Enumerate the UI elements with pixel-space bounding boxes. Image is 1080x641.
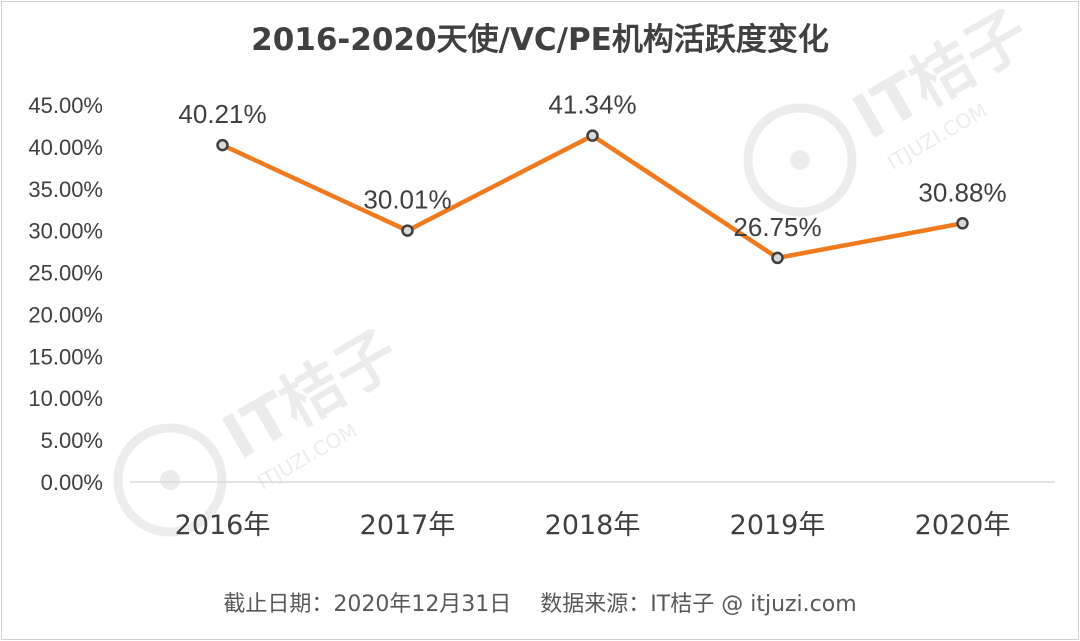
data-point (216, 138, 229, 152)
y-tick-label: 10.00% (28, 386, 103, 411)
data-point (586, 129, 599, 142)
y-tick-label: 5.00% (41, 428, 103, 453)
y-tick-label: 45.00% (28, 93, 103, 118)
x-tick-label: 2019年 (730, 510, 826, 541)
data-labels: 40.21% 30.01% 41.34% 26.75% 30.88% (178, 90, 1006, 242)
data-point (401, 224, 414, 237)
y-axis-ticks: 0.00% 5.00% 10.00% 15.00% 20.00% 25.00% 30.00%… (28, 93, 103, 495)
data-label: 30.01% (363, 185, 451, 215)
data-point (956, 217, 969, 230)
x-tick-label: 2017年 (360, 510, 456, 541)
data-point (771, 251, 784, 265)
x-tick-label: 2020年 (915, 510, 1011, 541)
data-label: 40.21% (178, 99, 266, 129)
y-tick-label: 15.00% (28, 344, 103, 369)
y-tick-label: 40.00% (28, 135, 103, 160)
data-label: 41.34% (548, 90, 636, 120)
chart-title: 2016-2020天使/VC/PE机构活跃度变化 (251, 22, 829, 58)
data-label: 30.88% (918, 177, 1006, 207)
data-markers (216, 129, 969, 265)
y-tick-label: 20.00% (28, 302, 103, 327)
y-tick-label: 30.00% (28, 219, 103, 244)
x-axis-ticks: 2016年 2017年 2018年 2019年 2020年 (175, 510, 1011, 541)
source-footnote: 截止日期：2020年12月31日 数据来源：IT桔子 @ itjuzi.com (223, 592, 857, 617)
x-tick-label: 2016年 (175, 510, 271, 541)
x-tick-label: 2018年 (545, 510, 641, 541)
y-tick-label: 35.00% (28, 177, 103, 202)
orange-logo-icon (113, 423, 227, 537)
orange-logo-icon (743, 103, 857, 217)
y-tick-label: 0.00% (41, 470, 103, 495)
y-tick-label: 25.00% (28, 261, 103, 286)
data-label: 26.75% (733, 212, 821, 242)
